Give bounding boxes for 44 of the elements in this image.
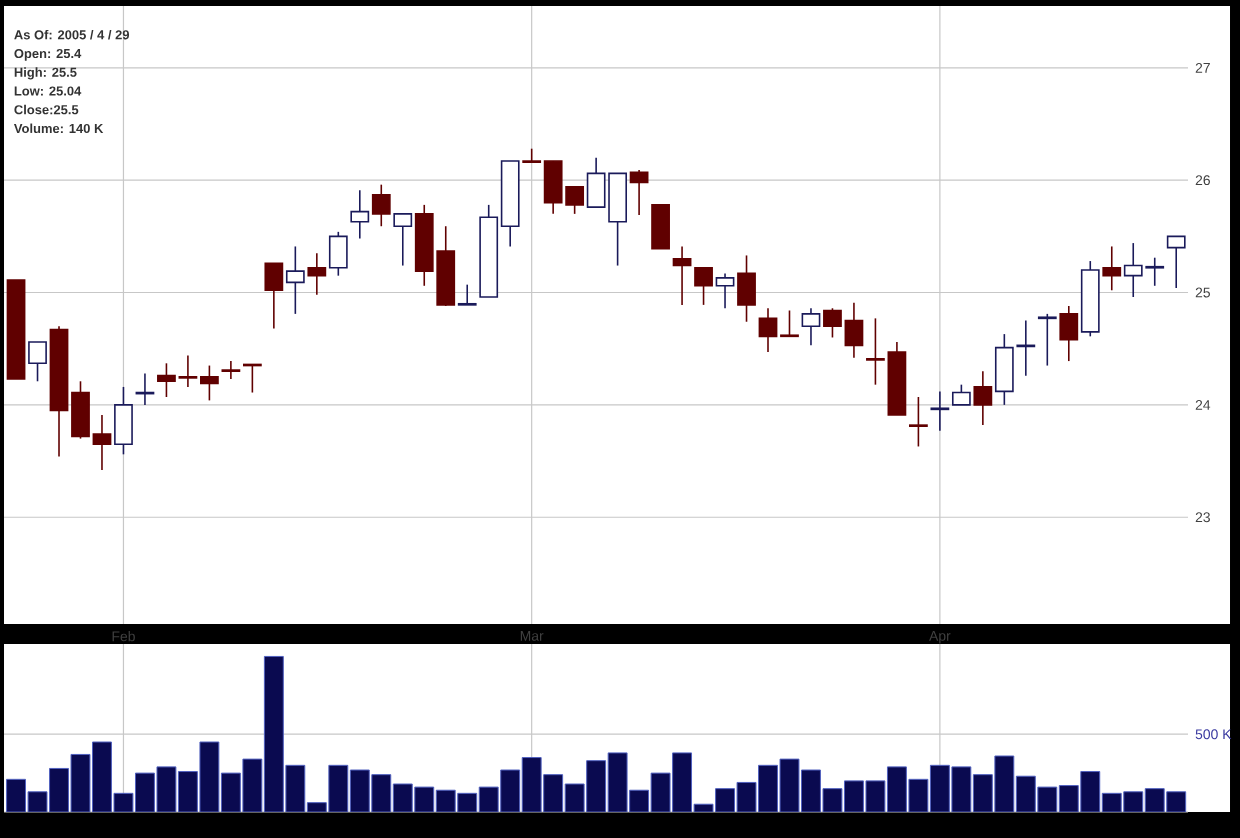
candlestick [350,189,370,240]
candlestick [1059,305,1079,362]
candlestick [328,231,348,277]
candlestick [28,341,47,383]
bar [6,779,26,812]
candlestick [672,245,692,306]
bar [586,760,607,812]
candlestick [1166,235,1186,289]
bar [92,741,112,812]
candlestick [694,267,713,306]
bar [758,764,778,812]
candlestick [909,396,928,448]
bar [220,772,241,812]
bar [134,772,155,812]
bar [543,774,564,812]
bar [929,764,950,812]
candlestick [457,283,477,306]
bar [801,769,821,812]
candlestick [973,370,993,426]
candlestick [994,333,1014,406]
candlestick [114,386,133,456]
bar [886,766,907,812]
candlestick [715,272,735,310]
candlestick [221,360,241,380]
bar [263,655,284,812]
bar [1015,775,1036,812]
candlestick [393,213,413,267]
candlestick [629,169,649,216]
candlestick [371,183,391,228]
candlestick [285,245,305,315]
bar [972,774,993,812]
candlestick [651,204,670,250]
candlestick [1102,245,1122,292]
candlestick [264,262,284,330]
candlestick [951,383,971,406]
candlestick [801,307,821,347]
candlestick [307,252,327,296]
bar [177,771,198,812]
candlestick [930,390,950,432]
candlestick [737,254,756,323]
bar [715,788,735,812]
bar [49,767,69,812]
bar [672,752,693,812]
candlestick [1037,313,1057,367]
